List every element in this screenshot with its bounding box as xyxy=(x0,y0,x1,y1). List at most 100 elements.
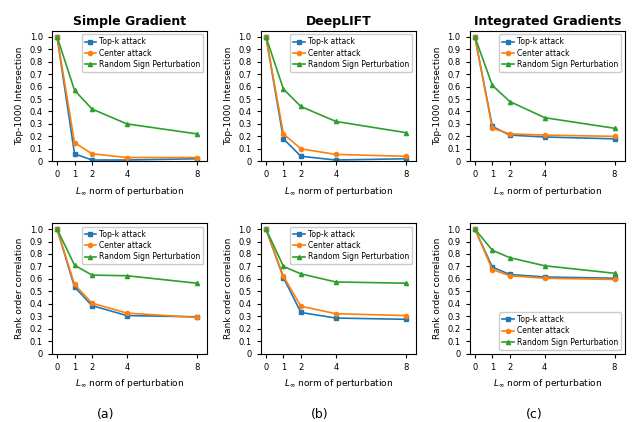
Line: Top-k attack: Top-k attack xyxy=(473,227,616,280)
Center attack xyxy=(402,154,410,159)
Line: Random Sign Perturbation: Random Sign Perturbation xyxy=(55,227,199,285)
Top-k attack xyxy=(332,316,340,321)
Top-k attack xyxy=(70,151,78,156)
Y-axis label: Rank order correlation: Rank order correlation xyxy=(224,238,233,339)
Center attack xyxy=(297,146,305,151)
Random Sign Perturbation xyxy=(193,131,200,136)
Top-k attack xyxy=(280,275,287,280)
Random Sign Perturbation xyxy=(506,99,514,104)
Top-k attack xyxy=(402,156,410,161)
Line: Random Sign Perturbation: Random Sign Perturbation xyxy=(264,227,408,285)
Top-k attack xyxy=(193,314,200,319)
Random Sign Perturbation xyxy=(88,273,96,278)
Center attack xyxy=(506,273,514,278)
Center attack xyxy=(280,274,287,279)
Top-k attack xyxy=(280,136,287,141)
Line: Center attack: Center attack xyxy=(55,35,199,160)
Random Sign Perturbation xyxy=(53,227,61,232)
Top-k attack xyxy=(123,313,131,318)
Line: Top-k attack: Top-k attack xyxy=(55,227,199,319)
Random Sign Perturbation xyxy=(53,34,61,39)
Line: Random Sign Perturbation: Random Sign Perturbation xyxy=(473,35,616,130)
Title: DeepLIFT: DeepLIFT xyxy=(305,15,371,28)
X-axis label: $L_{\infty}$ norm of perturbation: $L_{\infty}$ norm of perturbation xyxy=(75,377,184,390)
Center attack xyxy=(262,227,270,232)
Text: (a): (a) xyxy=(97,408,115,421)
Top-k attack xyxy=(611,276,618,281)
Line: Center attack: Center attack xyxy=(264,227,408,318)
Line: Center attack: Center attack xyxy=(473,227,616,281)
Random Sign Perturbation xyxy=(123,122,131,127)
Center attack xyxy=(88,300,96,306)
Top-k attack xyxy=(70,284,78,289)
Random Sign Perturbation xyxy=(332,119,340,124)
Legend: Top-k attack, Center attack, Random Sign Perturbation: Top-k attack, Center attack, Random Sign… xyxy=(81,34,204,72)
Center attack xyxy=(280,131,287,136)
Random Sign Perturbation xyxy=(402,281,410,286)
Line: Top-k attack: Top-k attack xyxy=(264,35,408,162)
Line: Top-k attack: Top-k attack xyxy=(264,227,408,322)
Line: Center attack: Center attack xyxy=(55,227,199,319)
Top-k attack xyxy=(123,157,131,162)
Random Sign Perturbation xyxy=(70,262,78,268)
Legend: Top-k attack, Center attack, Random Sign Perturbation: Top-k attack, Center attack, Random Sign… xyxy=(499,312,621,350)
Random Sign Perturbation xyxy=(280,264,287,269)
Random Sign Perturbation xyxy=(262,34,270,39)
Legend: Top-k attack, Center attack, Random Sign Perturbation: Top-k attack, Center attack, Random Sign… xyxy=(81,227,204,264)
Top-k attack xyxy=(402,317,410,322)
Random Sign Perturbation xyxy=(123,273,131,278)
Random Sign Perturbation xyxy=(541,115,548,120)
Center attack xyxy=(262,34,270,39)
Top-k attack xyxy=(297,154,305,159)
Random Sign Perturbation xyxy=(611,271,618,276)
Center attack xyxy=(193,155,200,160)
Random Sign Perturbation xyxy=(402,130,410,135)
Top-k attack xyxy=(53,34,61,39)
Top-k attack xyxy=(611,136,618,141)
Top-k attack xyxy=(262,34,270,39)
Center attack xyxy=(488,126,496,131)
Text: (b): (b) xyxy=(311,408,329,421)
Y-axis label: Top-1000 Intersection: Top-1000 Intersection xyxy=(433,47,442,145)
Random Sign Perturbation xyxy=(471,34,479,39)
Title: Integrated Gradients: Integrated Gradients xyxy=(474,15,621,28)
Top-k attack xyxy=(488,265,496,270)
Line: Center attack: Center attack xyxy=(264,35,408,158)
Random Sign Perturbation xyxy=(488,83,496,88)
Center attack xyxy=(611,134,618,139)
Random Sign Perturbation xyxy=(506,255,514,260)
Random Sign Perturbation xyxy=(488,248,496,253)
Y-axis label: Top-1000 Intersection: Top-1000 Intersection xyxy=(15,47,24,145)
Top-k attack xyxy=(471,34,479,39)
Random Sign Perturbation xyxy=(280,87,287,92)
Top-k attack xyxy=(488,124,496,129)
Center attack xyxy=(123,311,131,316)
Title: Simple Gradient: Simple Gradient xyxy=(73,15,186,28)
Top-k attack xyxy=(541,135,548,140)
Random Sign Perturbation xyxy=(297,271,305,276)
Random Sign Perturbation xyxy=(88,106,96,111)
Legend: Top-k attack, Center attack, Random Sign Perturbation: Top-k attack, Center attack, Random Sign… xyxy=(499,34,621,72)
X-axis label: $L_{\infty}$ norm of perturbation: $L_{\infty}$ norm of perturbation xyxy=(284,185,393,198)
Legend: Top-k attack, Center attack, Random Sign Perturbation: Top-k attack, Center attack, Random Sign… xyxy=(291,34,412,72)
Random Sign Perturbation xyxy=(70,88,78,93)
Center attack xyxy=(70,282,78,287)
X-axis label: $L_{\infty}$ norm of perturbation: $L_{\infty}$ norm of perturbation xyxy=(493,185,602,198)
Center attack xyxy=(193,315,200,320)
Center attack xyxy=(402,313,410,318)
Random Sign Perturbation xyxy=(297,104,305,109)
Random Sign Perturbation xyxy=(471,227,479,232)
Center attack xyxy=(53,34,61,39)
Top-k attack xyxy=(541,274,548,279)
Center attack xyxy=(471,34,479,39)
Line: Random Sign Perturbation: Random Sign Perturbation xyxy=(55,35,199,136)
Random Sign Perturbation xyxy=(611,126,618,131)
Line: Top-k attack: Top-k attack xyxy=(473,35,616,141)
Center attack xyxy=(541,276,548,281)
Random Sign Perturbation xyxy=(193,281,200,286)
Top-k attack xyxy=(471,227,479,232)
Center attack xyxy=(471,227,479,232)
Center attack xyxy=(123,155,131,160)
Top-k attack xyxy=(297,310,305,315)
Center attack xyxy=(297,304,305,309)
